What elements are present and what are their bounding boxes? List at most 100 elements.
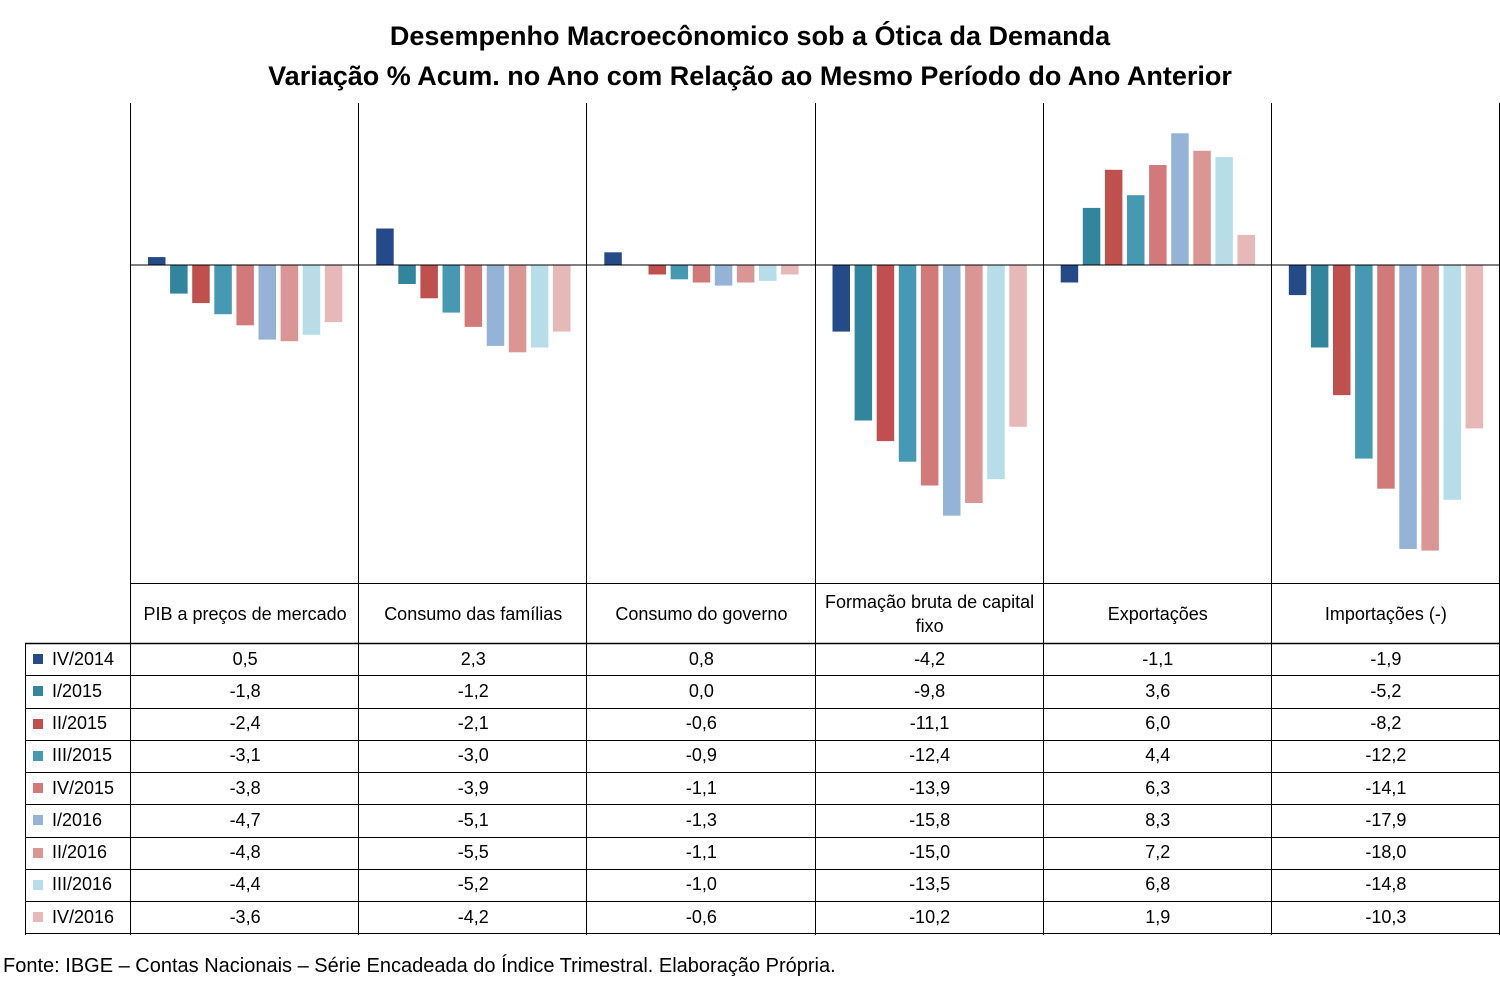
legend-swatch [33, 879, 43, 890]
bar [1149, 165, 1167, 265]
data-label: -4,2 [457, 906, 489, 927]
legend-swatch [33, 718, 43, 729]
data-label: 0,5 [232, 648, 258, 669]
bar [876, 265, 895, 442]
bar [1193, 150, 1211, 265]
bar [1009, 265, 1027, 427]
bar [324, 265, 343, 323]
data-label: -9,8 [914, 680, 946, 701]
data-label: -14,1 [1365, 777, 1407, 798]
legend-label: II/2016 [52, 842, 108, 862]
data-label: -3,0 [457, 745, 489, 766]
bar [148, 257, 166, 265]
source-note: Fonte: IBGE – Contas Nacionais – Série E… [3, 955, 836, 977]
data-label: -1,1 [685, 842, 717, 862]
data-label: 6,0 [1145, 713, 1171, 733]
data-label: 4,4 [1145, 745, 1171, 766]
bar [1171, 133, 1189, 265]
data-label: 6,8 [1145, 874, 1171, 895]
chart-title: Desempenho Macroecônomico sob a Ótica da… [389, 21, 1111, 51]
legend-swatch [33, 654, 43, 664]
bar [530, 265, 549, 348]
bar [1060, 265, 1079, 283]
category-label: Exportações [1107, 604, 1208, 624]
bar [898, 265, 917, 462]
category-label: Consumo do governo [615, 604, 788, 624]
bar [759, 265, 777, 281]
bar [1465, 265, 1484, 429]
data-label: -1,1 [1142, 648, 1174, 669]
data-label: -4,4 [229, 874, 261, 895]
bar [486, 265, 505, 346]
bar [854, 265, 873, 421]
legend-label: II/2015 [52, 713, 108, 733]
bar [170, 265, 188, 294]
data-label: -2,1 [457, 713, 489, 733]
data-label: -4,7 [229, 809, 261, 830]
category-label: Formação bruta de capital fixo [825, 592, 1035, 636]
bar [508, 265, 527, 353]
bar [1377, 265, 1395, 489]
bar [1127, 195, 1145, 265]
bar [670, 265, 689, 280]
data-label: 1,9 [1145, 906, 1171, 927]
data-label: 6,3 [1145, 777, 1171, 798]
bar [714, 265, 733, 286]
legend-entry: II/2016 [26, 837, 130, 869]
data-label: -12,2 [1365, 745, 1407, 766]
data-label: -2,4 [229, 713, 261, 733]
data-label: -0,6 [685, 906, 717, 927]
category-label: Consumo das famílias [384, 604, 563, 624]
chart-subtitle: Variação % Acum. no Ano com Relação ao M… [268, 61, 1232, 91]
legend-swatch [33, 815, 43, 826]
data-label: 2,3 [460, 648, 486, 669]
data-label: -11,1 [909, 713, 950, 733]
bar [781, 265, 799, 275]
bar [398, 265, 416, 284]
data-label: -10,2 [909, 906, 951, 927]
legend-label: III/2016 [52, 874, 113, 895]
data-label: -0,6 [685, 713, 717, 733]
category-label: Importações (-) [1324, 604, 1447, 624]
legend-swatch [33, 686, 43, 697]
bar [258, 265, 276, 340]
bar [1310, 265, 1329, 348]
bar [442, 265, 460, 313]
data-label: -1,3 [685, 809, 717, 830]
bar [943, 265, 961, 516]
bar [1082, 207, 1101, 265]
legend-entry: III/2015 [26, 740, 130, 772]
bar [420, 265, 438, 299]
bar [692, 265, 711, 283]
legend-entry: III/2016 [26, 869, 130, 901]
data-label: -5,2 [1370, 680, 1402, 701]
data-label: -15,0 [909, 842, 951, 862]
bar [1104, 169, 1123, 265]
data-label: -17,9 [1365, 809, 1407, 830]
bar [214, 265, 232, 315]
bar [1333, 265, 1351, 396]
bar [280, 265, 299, 342]
data-label: -15,8 [909, 809, 951, 830]
legend-entry: II/2015 [26, 708, 130, 740]
data-label: -5,5 [457, 842, 489, 862]
bar [987, 265, 1005, 480]
bar [192, 265, 210, 304]
bar [1421, 265, 1439, 551]
legend-label: I/2016 [52, 809, 103, 830]
data-label: -1,0 [685, 874, 717, 895]
data-label: 7,2 [1145, 842, 1171, 862]
data-label: -5,1 [457, 809, 489, 830]
bar [736, 265, 755, 283]
bar [965, 265, 983, 503]
bar [1355, 265, 1373, 459]
data-label: -8,2 [1370, 713, 1402, 733]
legend-label: IV/2015 [52, 777, 115, 798]
bar [648, 265, 666, 275]
legend-label: I/2015 [52, 680, 103, 701]
data-label: -3,8 [229, 777, 261, 798]
bar [1443, 265, 1461, 500]
category-label: PIB a preços de mercado [143, 604, 347, 624]
